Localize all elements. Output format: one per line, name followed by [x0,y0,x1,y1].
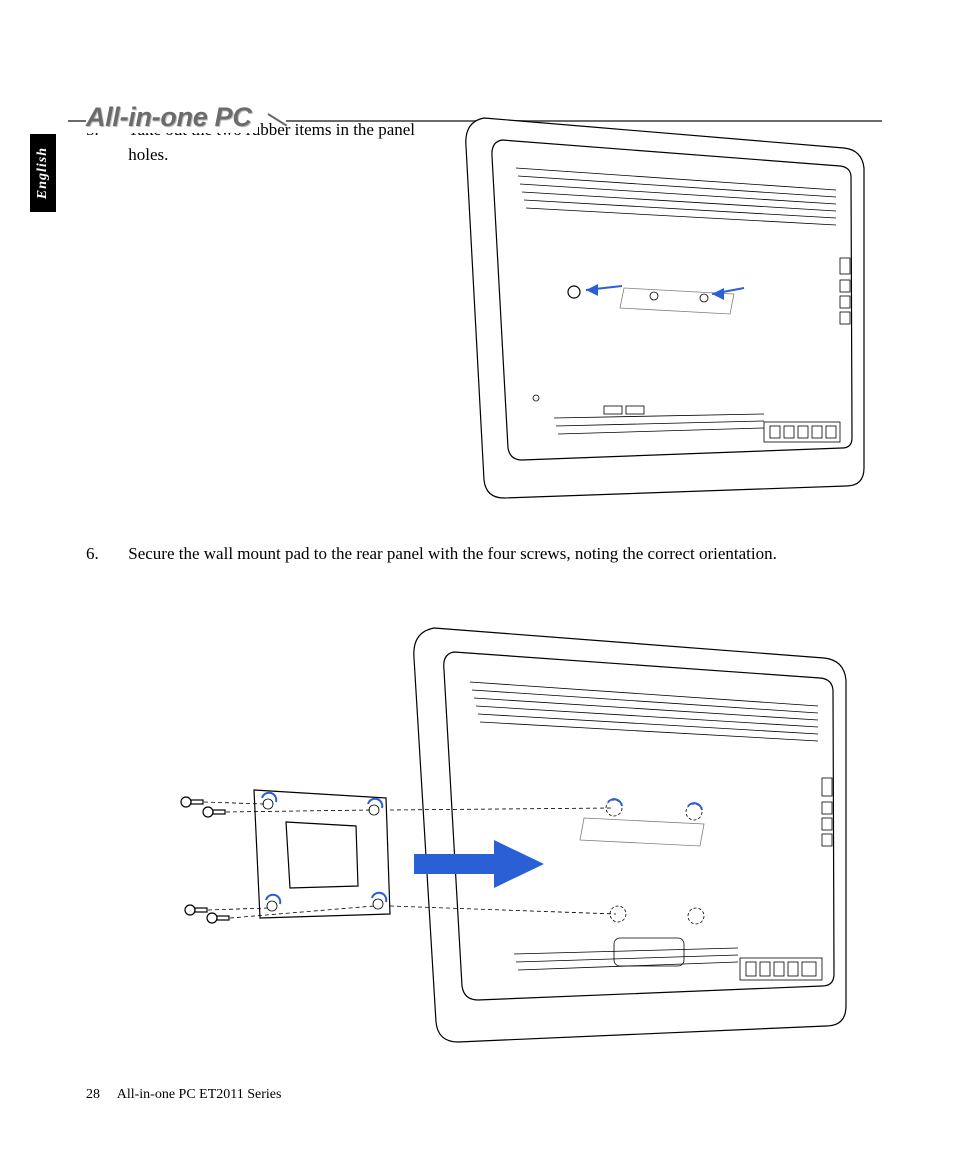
figure-step-5 [424,98,890,502]
language-label: English [35,147,51,199]
figure-step-6 [154,608,884,1058]
header-title: All-in-one PC [86,102,258,133]
step-number: 6. [86,542,124,567]
footer: 28 All-in-one PC ET2011 Series [86,1087,281,1103]
language-tab: English [30,134,56,212]
page-number: 28 [86,1087,100,1102]
header: All-in-one PC [0,58,954,88]
step-text: Secure the wall mount pad to the rear pa… [128,542,888,567]
footer-title: All-in-one PC ET2011 Series [117,1087,282,1102]
instruction-step-6: 6. Secure the wall mount pad to the rear… [86,542,888,567]
header-rule [68,120,86,122]
